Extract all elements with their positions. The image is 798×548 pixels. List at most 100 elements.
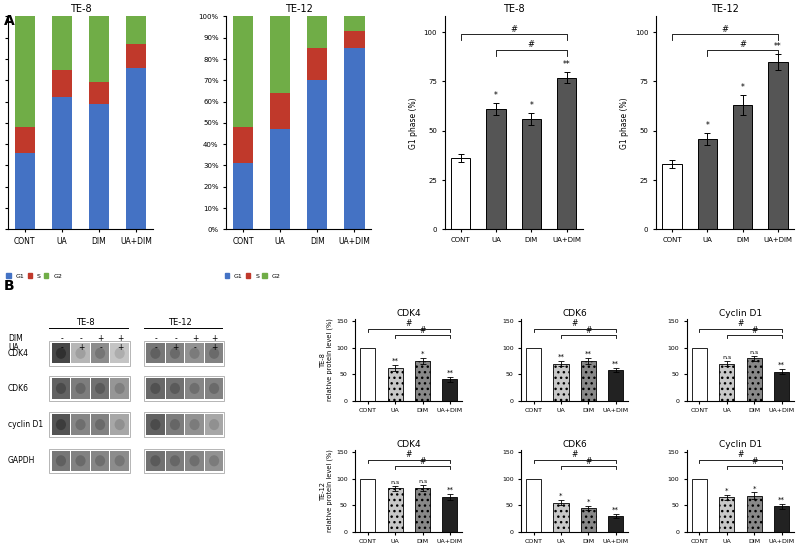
Title: Cyclin D1: Cyclin D1 [719,309,762,318]
Ellipse shape [209,455,219,466]
Legend: G1, S, G2: G1, S, G2 [222,271,283,281]
Text: **: ** [778,362,785,368]
Text: n.s: n.s [390,480,400,484]
Bar [89,16,109,82]
Bar [14,16,35,127]
Bar [233,163,253,229]
Text: TE-8: TE-8 [77,318,95,327]
Ellipse shape [56,383,66,394]
Ellipse shape [56,419,66,430]
Y-axis label: TE-12
relative protein level (%): TE-12 relative protein level (%) [320,449,334,532]
Text: CDK4: CDK4 [8,349,29,358]
Bar [52,16,72,70]
Y-axis label: TE-8
relative protein level (%): TE-8 relative protein level (%) [320,318,334,401]
Text: A: A [4,14,14,28]
Text: **: ** [558,354,564,360]
Text: +: + [172,343,179,352]
Text: n.s: n.s [722,355,732,360]
Ellipse shape [56,455,66,466]
Text: **: ** [563,60,571,68]
Bar [144,341,224,366]
Bar [442,497,457,532]
Bar [71,414,89,435]
Ellipse shape [115,383,124,394]
Bar [486,109,506,229]
Bar [388,368,403,401]
Bar [52,343,70,363]
Bar [692,348,707,401]
Bar [146,414,164,435]
Text: +: + [211,334,218,344]
Bar [662,164,681,229]
Text: *: * [753,486,756,492]
Bar [526,348,541,401]
Text: *: * [587,499,591,505]
Text: n.s: n.s [749,350,759,355]
Bar [747,495,762,532]
Bar [270,16,290,93]
Bar [307,48,327,81]
Bar [89,104,109,229]
Bar [49,412,130,437]
Text: DIM: DIM [8,334,22,344]
Title: TE-12: TE-12 [285,4,313,14]
Text: #: # [751,457,757,466]
Bar [91,450,109,471]
Title: CDK4: CDK4 [397,309,421,318]
Text: -: - [60,343,63,352]
Text: UA: UA [8,343,18,352]
Bar [344,16,365,31]
Bar [126,44,146,67]
Ellipse shape [189,348,200,359]
Ellipse shape [56,348,66,359]
Text: -: - [155,343,157,352]
Bar [126,16,146,44]
Text: #: # [420,326,425,335]
Bar [166,378,184,398]
Bar [166,414,184,435]
Text: *: * [741,83,745,92]
Bar [307,81,327,229]
Bar [185,343,203,363]
Bar [307,16,327,48]
Bar [110,414,129,435]
Bar [110,450,129,471]
Ellipse shape [189,383,200,394]
Bar [692,479,707,532]
Bar [71,378,89,398]
Ellipse shape [189,455,200,466]
Ellipse shape [170,419,180,430]
Text: n.s: n.s [418,479,427,484]
Bar [233,127,253,163]
Bar [89,82,109,104]
Bar [146,343,164,363]
Bar [52,414,70,435]
Bar [126,67,146,229]
Text: #: # [405,450,412,459]
Bar [205,378,223,398]
Bar [581,361,596,401]
Bar [360,348,375,401]
Text: +: + [78,343,85,352]
Bar [52,70,72,98]
Ellipse shape [150,455,160,466]
Text: **: ** [392,358,399,363]
Bar [144,376,224,401]
Bar [52,450,70,471]
Text: B: B [4,279,14,294]
Bar [719,497,734,532]
Text: -: - [155,334,157,344]
Text: *: * [705,121,709,130]
Title: CDK4: CDK4 [397,440,421,449]
Ellipse shape [170,383,180,394]
Text: #: # [737,319,744,328]
Bar [185,414,203,435]
Y-axis label: G1 phase (%): G1 phase (%) [620,97,630,149]
Ellipse shape [95,419,105,430]
Bar [49,341,130,366]
Legend: G1, S, G2: G1, S, G2 [4,271,65,281]
Bar [205,414,223,435]
Bar [52,378,70,398]
Bar [554,503,568,532]
Ellipse shape [209,383,219,394]
